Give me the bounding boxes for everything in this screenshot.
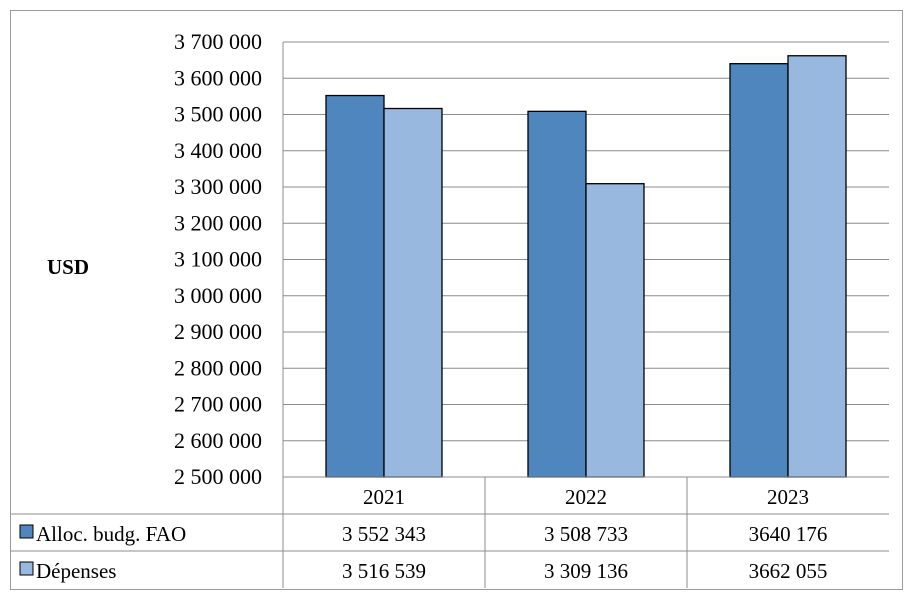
y-tick-label: 3 000 000 xyxy=(174,283,262,308)
y-tick-label: 2 700 000 xyxy=(174,392,262,417)
x-tick-label: 2021 xyxy=(363,485,405,509)
data-label: 3 516 539 xyxy=(342,559,426,583)
bar-alloc-2023 xyxy=(729,63,789,478)
data-label: 3 309 136 xyxy=(544,559,628,583)
legend-swatch xyxy=(19,561,34,576)
y-tick-label: 3 200 000 xyxy=(174,210,262,235)
y-tick-label: 3 500 000 xyxy=(174,102,262,127)
bar-depenses-2023 xyxy=(787,55,847,478)
y-tick-label: 3 600 000 xyxy=(174,65,262,90)
y-tick-label: 3 400 000 xyxy=(174,138,262,163)
y-tick-label: 2 900 000 xyxy=(174,319,262,344)
x-tick-label: 2023 xyxy=(767,485,809,509)
y-tick-label: 3 100 000 xyxy=(174,247,262,272)
data-label: 3640 176 xyxy=(749,522,828,546)
bar-depenses-2021 xyxy=(383,107,443,478)
y-tick-label: 3 700 000 xyxy=(174,29,262,54)
legend-label: Dépenses xyxy=(36,559,116,583)
x-tick-label: 2022 xyxy=(565,485,607,509)
data-label: 3 508 733 xyxy=(544,522,628,546)
bar-depenses-2022 xyxy=(585,183,645,478)
y-tick-label: 2 500 000 xyxy=(174,464,262,489)
bars xyxy=(325,55,847,478)
y-tick-label: 3 300 000 xyxy=(174,174,262,199)
legend-label: Alloc. budg. FAO xyxy=(36,522,186,546)
bar-alloc-2022 xyxy=(527,110,587,478)
bar-alloc-2021 xyxy=(325,94,385,478)
data-label: 3 552 343 xyxy=(342,522,426,546)
y-tick-label: 2 800 000 xyxy=(174,355,262,380)
y-tick-label: 2 600 000 xyxy=(174,428,262,453)
data-label: 3662 055 xyxy=(749,559,828,583)
legend-swatch xyxy=(19,524,34,539)
y-axis-tick-labels: 2 500 000 2 600 000 2 700 000 2 800 000 2 90… xyxy=(174,29,262,489)
y-axis-label: USD xyxy=(47,255,89,279)
data-table: 2021 2022 2023 Alloc. budg. FAO 3 552 343 3 5… xyxy=(11,476,889,588)
